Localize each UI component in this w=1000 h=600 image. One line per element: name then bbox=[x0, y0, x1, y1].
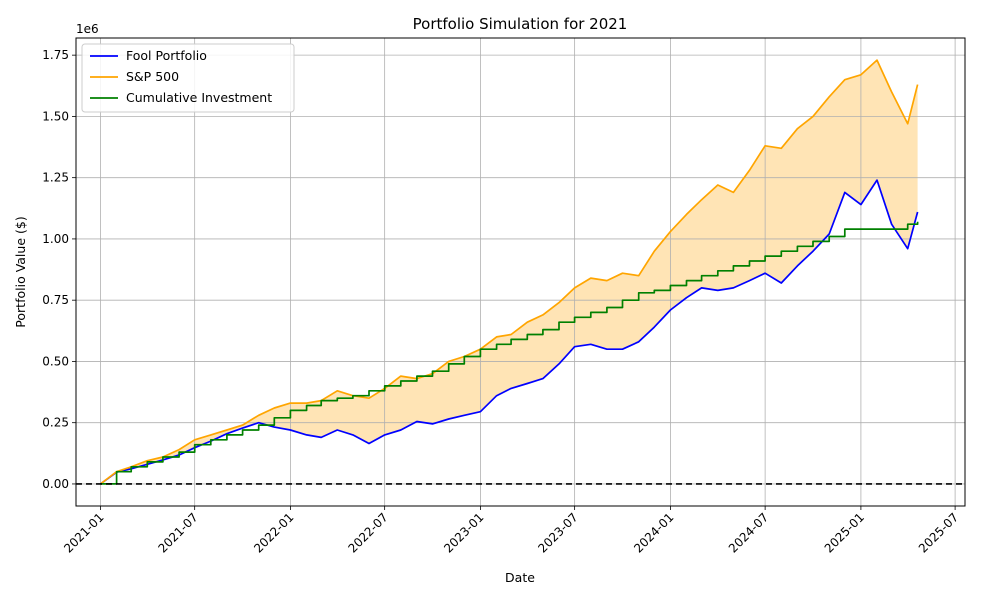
x-tick-label: 2022-07 bbox=[345, 510, 390, 555]
x-axis-label: Date bbox=[505, 570, 535, 585]
x-tick-label: 2022-01 bbox=[251, 510, 296, 555]
y-tick-label: 0.50 bbox=[42, 354, 69, 368]
legend-label-sp500: S&P 500 bbox=[126, 69, 179, 84]
y-axis-ticks: 0.00 0.25 0.50 0.75 1.00 1.25 1.50 1.75 bbox=[42, 48, 76, 491]
fool-portfolio-line bbox=[100, 179, 919, 485]
x-axis-ticks: 2021-01 2021-07 2022-01 2022-07 2023-01 2023-… bbox=[61, 506, 961, 556]
y-tick-label: 1.25 bbox=[42, 171, 69, 185]
cumulative-investment-line bbox=[100, 221, 919, 485]
y-tick-label: 0.00 bbox=[42, 477, 69, 491]
y-tick-label: 0.25 bbox=[42, 416, 69, 430]
y-axis-offset-label: 1e6 bbox=[76, 22, 99, 36]
legend-box bbox=[81, 43, 295, 113]
chart-title: Portfolio Simulation for 2021 bbox=[413, 15, 628, 33]
grid bbox=[76, 38, 965, 506]
x-tick-label: 2024-01 bbox=[631, 510, 676, 555]
x-tick-label: 2025-07 bbox=[916, 510, 961, 555]
y-tick-label: 1.50 bbox=[42, 109, 69, 123]
y-tick-label: 1.00 bbox=[42, 232, 69, 246]
plot-frame bbox=[75, 37, 966, 507]
fill-between-area bbox=[100, 60, 918, 484]
x-tick-label: 2023-07 bbox=[535, 510, 580, 555]
x-tick-label: 2024-07 bbox=[726, 510, 771, 555]
sp500-line bbox=[99, 59, 919, 485]
legend-label-fool: Fool Portfolio bbox=[126, 48, 207, 63]
x-tick-label: 2023-01 bbox=[441, 510, 486, 555]
y-axis-label: Portfolio Value ($) bbox=[13, 216, 28, 327]
y-tick-label: 0.75 bbox=[42, 293, 69, 307]
legend: Fool Portfolio S&P 500 Cumulative Invest… bbox=[81, 43, 295, 113]
legend-label-cumulative: Cumulative Investment bbox=[126, 90, 272, 105]
x-tick-label: 2021-01 bbox=[61, 510, 106, 555]
x-tick-label: 2025-01 bbox=[822, 510, 867, 555]
x-tick-label: 2021-07 bbox=[155, 510, 200, 555]
series-lines bbox=[76, 59, 965, 485]
y-tick-label: 1.75 bbox=[42, 48, 69, 62]
fill-between-region bbox=[100, 60, 918, 484]
